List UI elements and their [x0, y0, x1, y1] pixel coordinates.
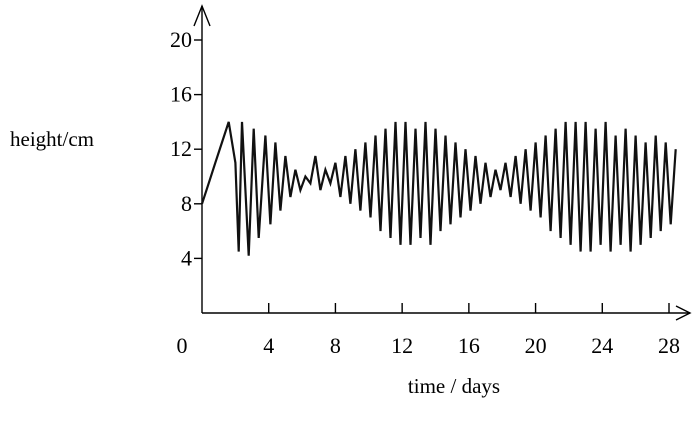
- y-tick-label: 4: [181, 245, 192, 270]
- x-axis: [202, 305, 692, 321]
- x-axis-arrow: [675, 305, 692, 321]
- y-axis: [193, 4, 211, 313]
- x-tick-label: 4: [263, 333, 274, 358]
- x-tick-label: 20: [525, 333, 547, 358]
- x-tick-label: 28: [658, 333, 680, 358]
- x-tick-label: 12: [391, 333, 413, 358]
- x-tick-label: 0: [177, 333, 188, 358]
- y-tick-label: 20: [170, 27, 192, 52]
- y-ticks: 4 8 12 16 20: [170, 27, 202, 270]
- y-axis-arrow: [193, 4, 211, 27]
- x-ticks: 0 4 8 12 16 20 24 28: [177, 303, 680, 358]
- series-group: [200, 121, 677, 256]
- y-tick-label: 8: [181, 191, 192, 216]
- series-line: [200, 121, 677, 256]
- y-axis-label: height/cm: [10, 127, 94, 151]
- x-tick-label: 16: [458, 333, 480, 358]
- y-tick-label: 16: [170, 82, 192, 107]
- x-axis-label: time / days: [408, 374, 500, 398]
- x-tick-label: 8: [330, 333, 341, 358]
- y-tick-label: 12: [170, 136, 192, 161]
- x-tick-label: 24: [591, 333, 613, 358]
